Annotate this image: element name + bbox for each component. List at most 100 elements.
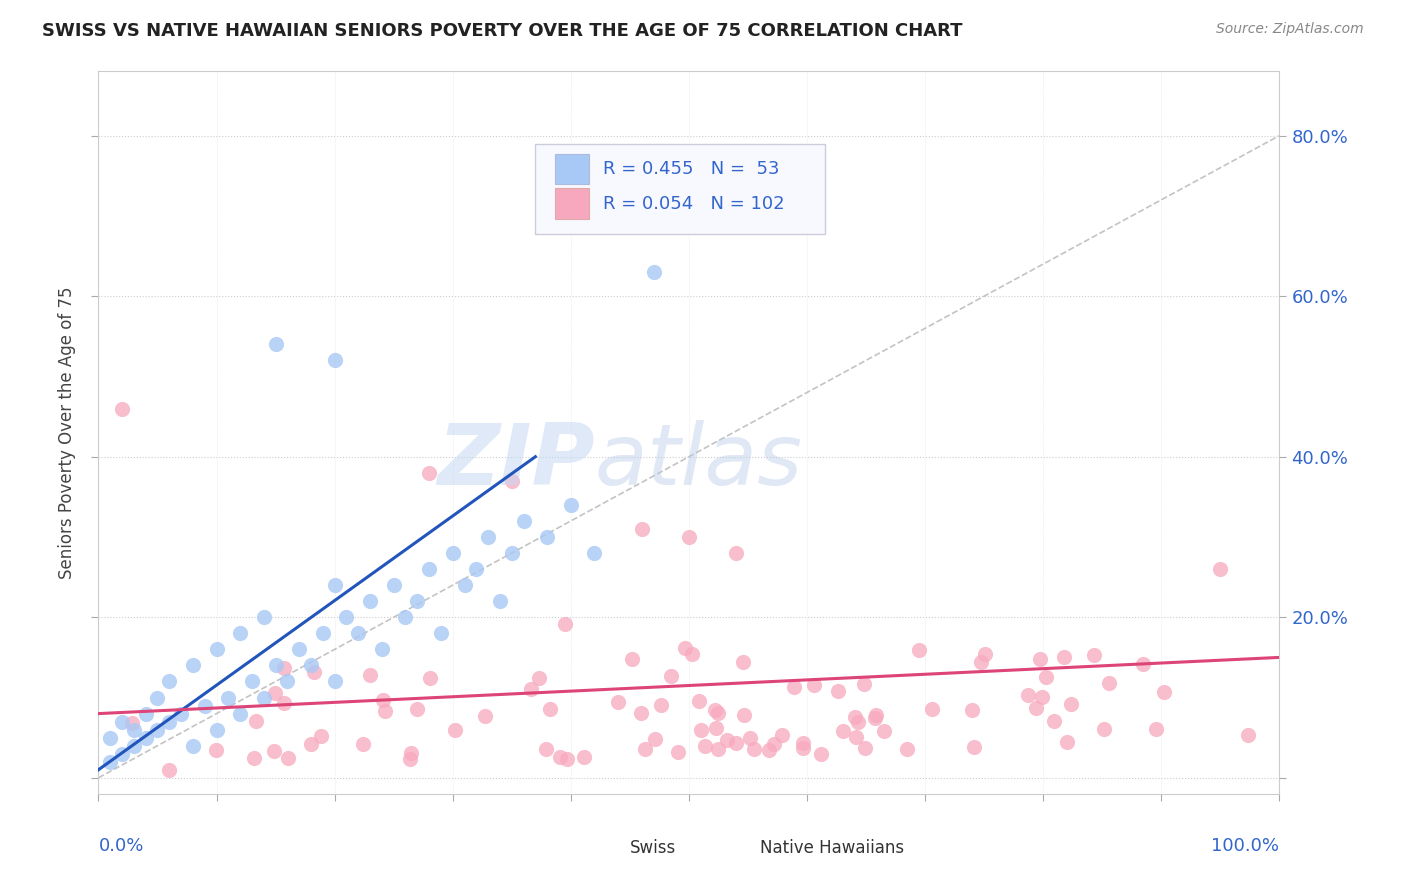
Point (1059, 697, 1081, 711)
Point (418, 466, 440, 480)
Point (347, 626, 370, 640)
Point (762, 737, 785, 751)
Point (536, 742, 558, 756)
Point (477, 530, 499, 544)
Point (555, 752, 578, 766)
Point (706, 722, 728, 736)
Text: R = 0.054   N = 102: R = 0.054 N = 102 (603, 194, 785, 212)
Point (443, 723, 465, 737)
Point (844, 710, 866, 724)
Point (335, 610, 357, 624)
Point (1042, 714, 1064, 728)
Point (554, 616, 576, 631)
Point (501, 474, 523, 488)
Point (1035, 670, 1057, 684)
Point (1025, 700, 1047, 714)
Text: Source: ZipAtlas.com: Source: ZipAtlas.com (1216, 22, 1364, 37)
Point (963, 740, 986, 755)
Point (398, 752, 420, 766)
Point (707, 741, 730, 756)
Text: Swiss: Swiss (630, 839, 676, 857)
Point (359, 594, 381, 608)
Point (852, 677, 875, 691)
Point (621, 652, 644, 666)
Point (1209, 562, 1232, 576)
Point (453, 578, 475, 592)
Point (896, 742, 918, 756)
Point (520, 681, 543, 696)
Point (659, 668, 682, 682)
Point (716, 733, 738, 747)
Point (810, 747, 832, 761)
Point (742, 742, 765, 756)
Point (1053, 649, 1076, 664)
Point (194, 698, 217, 713)
Text: atlas: atlas (595, 420, 803, 503)
Point (845, 730, 868, 744)
Point (501, 546, 523, 560)
Point (1092, 722, 1115, 736)
Point (309, 729, 332, 743)
Point (673, 640, 696, 655)
Point (374, 704, 396, 718)
FancyBboxPatch shape (536, 144, 825, 234)
Point (229, 706, 252, 721)
Point (441, 546, 464, 560)
Point (264, 658, 287, 673)
Bar (555, 153, 589, 184)
Point (634, 742, 657, 756)
Point (1083, 648, 1105, 662)
Point (688, 694, 710, 708)
Text: R = 0.455   N =  53: R = 0.455 N = 53 (603, 160, 779, 178)
Point (607, 695, 630, 709)
Point (538, 702, 561, 716)
Bar (595, 834, 620, 862)
Point (146, 723, 169, 737)
Point (217, 690, 239, 705)
Point (853, 741, 876, 756)
Point (121, 716, 143, 731)
Point (803, 677, 825, 691)
Text: Native Hawaiians: Native Hawaiians (759, 839, 904, 857)
Point (111, 714, 134, 729)
Point (630, 706, 652, 721)
Point (865, 708, 887, 723)
Point (323, 674, 346, 689)
Point (908, 643, 931, 657)
Point (527, 671, 550, 685)
Point (1029, 652, 1052, 666)
Point (666, 745, 689, 759)
Point (681, 647, 703, 661)
Point (394, 610, 416, 624)
Point (157, 714, 180, 729)
Point (276, 674, 298, 689)
Point (512, 514, 534, 528)
Point (678, 530, 700, 544)
Point (650, 698, 672, 712)
Text: 0.0%: 0.0% (98, 838, 143, 855)
Point (962, 703, 984, 717)
Point (323, 578, 346, 592)
Y-axis label: Seniors Poverty Over the Age of 75: Seniors Poverty Over the Age of 75 (58, 286, 76, 579)
Text: 100.0%: 100.0% (1212, 838, 1279, 855)
Point (725, 546, 748, 560)
Point (921, 701, 943, 715)
Point (359, 668, 381, 682)
Point (135, 706, 157, 721)
Point (827, 684, 849, 698)
Point (970, 656, 993, 670)
Point (399, 747, 422, 761)
Point (630, 522, 652, 536)
Point (733, 708, 755, 723)
Point (205, 723, 228, 737)
Point (371, 642, 394, 657)
Point (299, 737, 322, 751)
Point (548, 749, 571, 764)
Point (644, 731, 666, 746)
Point (264, 337, 287, 351)
Point (430, 626, 453, 640)
Point (474, 709, 496, 723)
Point (973, 647, 995, 661)
Point (418, 562, 440, 576)
Point (98, 731, 121, 745)
